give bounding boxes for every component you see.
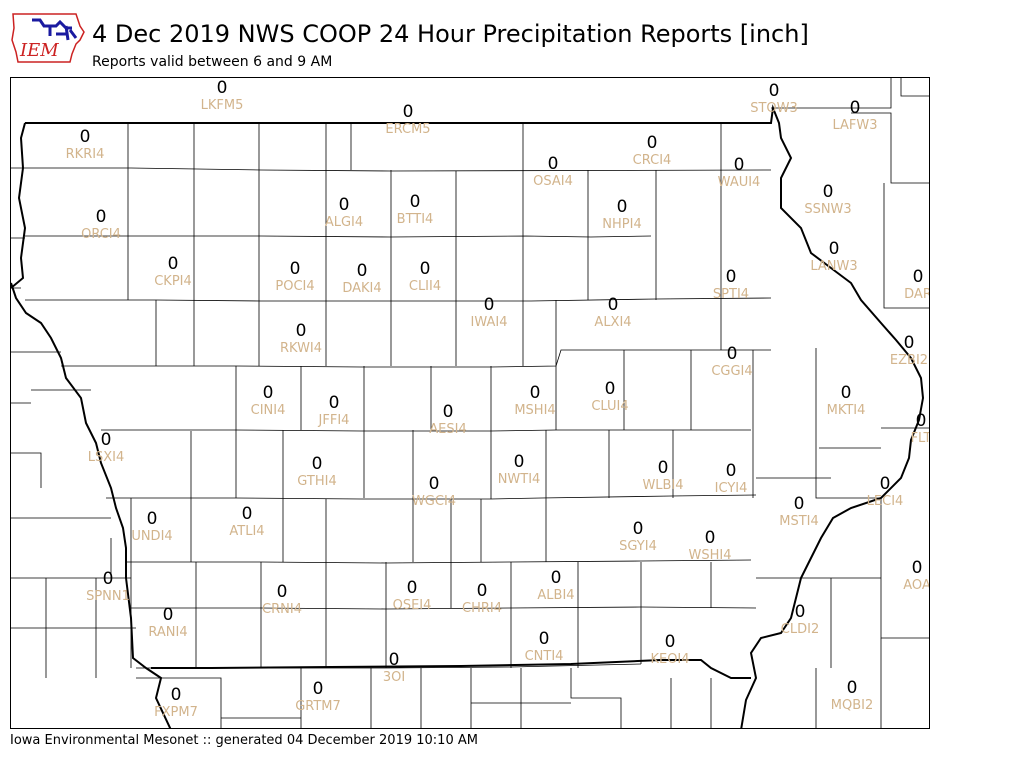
- page-subtitle: Reports valid between 6 and 9 AM: [92, 54, 333, 70]
- station: 0 FLT: [910, 411, 930, 446]
- footer-credit: Iowa Environmental Mesonet :: generated …: [10, 733, 478, 748]
- county-lines: [11, 78, 929, 728]
- station: 0 ICYI4: [714, 461, 748, 496]
- station: 0 LSXI4: [87, 430, 125, 465]
- station: 0 CLUI4: [591, 379, 629, 414]
- station: 0 WLBI4: [642, 458, 684, 493]
- station: 0 OSAI4: [533, 154, 573, 189]
- station: 0 SGYI4: [619, 519, 657, 554]
- station: 0 CHRI4: [462, 581, 502, 616]
- station: 0 JFFI4: [318, 393, 350, 428]
- station: 0 ALGI4: [324, 195, 364, 230]
- station: 0 ATLI4: [229, 504, 265, 539]
- station: 0 LKFM5: [200, 78, 244, 113]
- station: 0 GRTM7: [295, 679, 341, 714]
- station: 0 RANI4: [148, 605, 188, 640]
- station: 0 WGCI4: [411, 474, 457, 509]
- station: 0 KEOI4: [650, 632, 690, 667]
- station: 0 DAKI4: [342, 261, 382, 296]
- iem-logo: IEM: [10, 6, 86, 66]
- station: 0 UNDI4: [131, 509, 173, 544]
- station: 0 CKPI4: [154, 254, 192, 289]
- station: 0 LANW3: [810, 239, 858, 274]
- station: 0 CRNI4: [262, 582, 302, 617]
- precip-map: 0 LKFM5 0 ERCM5 0 STOW3 0 LAFW3 0 RKRI4 0 CRCI…: [10, 77, 930, 729]
- station: 0 SPNN1: [86, 569, 130, 604]
- station: 0 CRCI4: [632, 133, 672, 168]
- station: 0 ERCM5: [385, 102, 431, 137]
- station: 0 DAR: [904, 267, 930, 302]
- station: 0 FXPM7: [154, 685, 198, 720]
- station: 0 POCI4: [275, 259, 315, 294]
- station: 0 CLDI2: [780, 602, 820, 637]
- station: 0 CGGI4: [711, 344, 753, 379]
- station: 0 AOA: [903, 558, 930, 593]
- station: 0 ORCI4: [81, 207, 121, 242]
- station: 0 ALXI4: [594, 295, 632, 330]
- station: 0 CLII4: [408, 259, 442, 294]
- station: 0 AESI4: [429, 402, 467, 437]
- station: 0 CNTI4: [524, 629, 564, 664]
- station: 0 RKRI4: [65, 127, 105, 162]
- station: 0 MSTI4: [779, 494, 819, 529]
- iowa-outline-icon: [11, 13, 85, 63]
- station: 0 MSHI4: [514, 383, 556, 418]
- station: 0 IWAI4: [470, 295, 508, 330]
- page-title: 4 Dec 2019 NWS COOP 24 Hour Precipitatio…: [92, 20, 809, 48]
- station: 0 CINI4: [250, 383, 286, 418]
- bird-icon: [32, 18, 78, 41]
- station: 0 3OI: [382, 650, 406, 685]
- station: 0 RKWI4: [279, 321, 323, 356]
- station: 0 WSHI4: [688, 528, 732, 563]
- station: 0 LAFW3: [832, 98, 878, 133]
- station: 0 WAUI4: [717, 155, 761, 190]
- station: 0 EZBI2: [889, 333, 929, 368]
- station: 0 LECI4: [866, 474, 904, 509]
- station: 0 GTHI4: [297, 454, 337, 489]
- logo-text: IEM: [19, 40, 59, 61]
- station: 0 NWTI4: [497, 452, 541, 487]
- station: 0 STOW3: [750, 81, 798, 116]
- station: 0 SSNW3: [804, 182, 852, 217]
- station: 0 SPTI4: [712, 267, 750, 302]
- station: 0 ALBI4: [537, 568, 575, 603]
- station: 0 MQBI2: [830, 678, 874, 713]
- station: 0 MKTI4: [826, 383, 866, 418]
- station: 0 NHPI4: [602, 197, 642, 232]
- station: 0 OSEI4: [392, 578, 432, 613]
- station: 0 BTTI4: [396, 192, 434, 227]
